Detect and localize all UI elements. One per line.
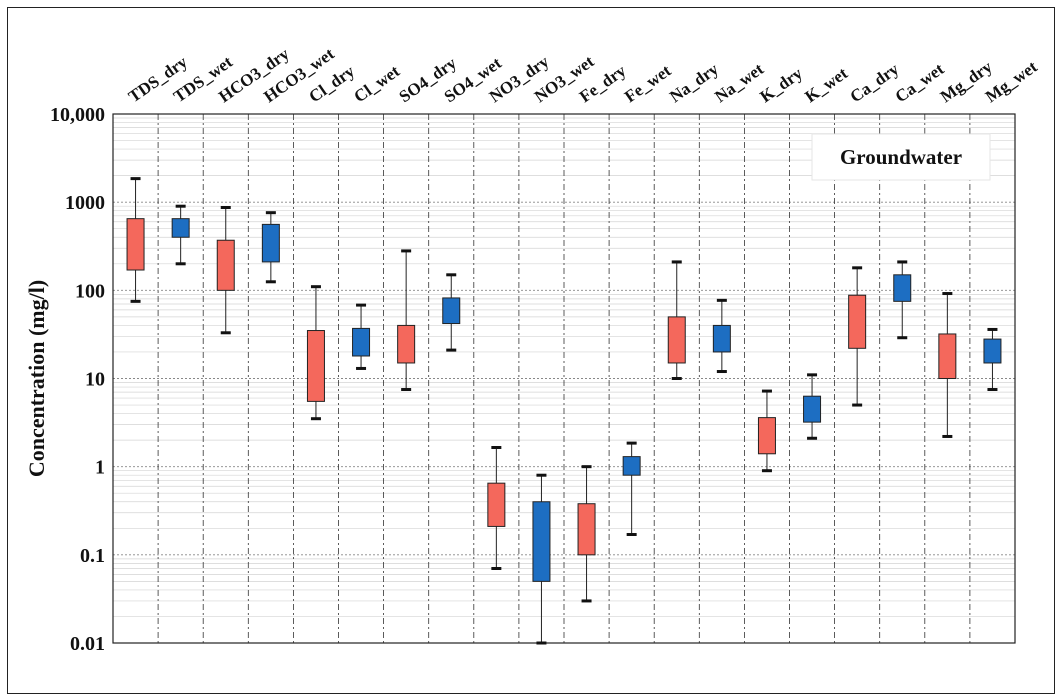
category-label: Cl_wet	[350, 61, 403, 106]
y-axis: 10,000 1000 100 10 1 0.1 0.01	[50, 104, 105, 655]
category-label: Na_dry	[666, 59, 722, 106]
box-TDS_wet	[171, 204, 190, 266]
box-iqr	[487, 482, 506, 527]
legend-background	[811, 133, 991, 181]
box-iqr	[171, 218, 190, 238]
category-label: Ca_wet	[892, 59, 948, 106]
y-axis-label: Concentration (mg/l)	[24, 280, 49, 477]
box-iqr	[261, 223, 280, 263]
y-tick-label: 0.01	[70, 633, 105, 655]
y-tick-label: 10	[85, 369, 105, 391]
legend-box: Groundwater	[811, 133, 991, 181]
box-K_wet	[803, 373, 822, 440]
box-Na_wet	[712, 298, 731, 374]
box-iqr	[577, 503, 596, 556]
box-Cl_wet	[352, 303, 371, 370]
box-HCO3_wet	[261, 211, 280, 284]
box-Ca_wet	[893, 260, 912, 340]
box-iqr	[442, 297, 461, 325]
box-iqr	[216, 239, 235, 291]
box-Ca_dry	[848, 266, 867, 407]
box-series	[126, 177, 1002, 645]
y-tick-label: 1	[95, 457, 105, 479]
box-Fe_dry	[577, 465, 596, 603]
box-iqr	[126, 218, 145, 271]
grid-lines	[112, 113, 1016, 644]
box-SO4_dry	[397, 249, 416, 392]
box-iqr	[712, 324, 731, 353]
y-tick-label: 10,000	[50, 104, 105, 126]
box-iqr	[803, 395, 822, 423]
category-label: Ca_dry	[847, 59, 903, 106]
category-label: Mg_wet	[982, 57, 1041, 106]
box-NO3_dry	[487, 445, 506, 570]
legend-label: Groundwater	[840, 145, 962, 169]
box-iqr	[352, 327, 371, 357]
box-iqr	[532, 501, 551, 582]
box-TDS_dry	[126, 177, 145, 303]
box-Mg_wet	[983, 327, 1002, 392]
category-label: Na_wet	[711, 59, 767, 106]
box-Mg_dry	[938, 292, 957, 438]
box-iqr	[667, 316, 686, 364]
y-tick-label: 0.1	[80, 545, 105, 567]
plot-border	[112, 113, 1016, 644]
box-Cl_dry	[306, 285, 325, 421]
box-iqr	[938, 333, 957, 380]
category-label: Fe_wet	[621, 61, 675, 107]
category-label: K_wet	[801, 63, 851, 106]
box-K_dry	[757, 389, 776, 473]
box-Na_dry	[667, 260, 686, 380]
box-iqr	[848, 294, 867, 349]
box-iqr	[306, 330, 325, 402]
box-iqr	[397, 324, 416, 364]
box-HCO3_dry	[216, 205, 235, 335]
category-labels: TDS_dryTDS_wetHCO3_dryHCO3_wetCl_dryCl_w…	[125, 44, 1041, 106]
y-tick-label: 1000	[65, 192, 105, 214]
box-iqr	[893, 274, 912, 302]
box-Fe_wet	[622, 441, 641, 537]
box-iqr	[622, 456, 641, 476]
box-SO4_wet	[442, 273, 461, 352]
box-iqr	[983, 338, 1002, 364]
y-tick-label: 100	[75, 280, 105, 302]
box-iqr	[757, 417, 776, 455]
box-NO3_wet	[532, 473, 551, 645]
category-label: K_dry	[756, 63, 806, 106]
